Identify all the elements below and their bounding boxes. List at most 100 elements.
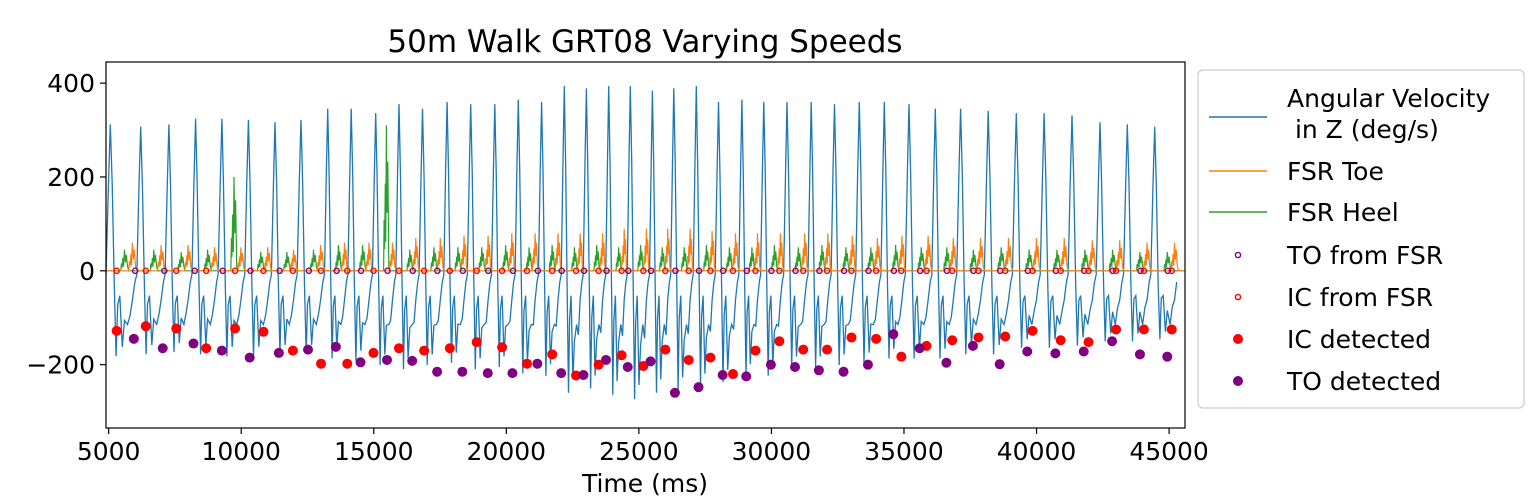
to-from-fsr-point: [409, 267, 417, 275]
ic-detected-point: [727, 369, 738, 380]
ic-from-fsr-point: [848, 267, 855, 275]
legend: Angular Velocity in Z (deg/s) FSR Toe FSR …: [1197, 69, 1525, 409]
ic-detected-point: [973, 332, 984, 343]
ic-detected-point: [316, 358, 327, 369]
legend-label: TO from FSR: [1286, 241, 1443, 270]
plot-area: [105, 61, 1186, 429]
to-detected-point: [432, 366, 443, 377]
ic-from-fsr-point: [752, 267, 759, 275]
x-tick-label: 40000: [997, 437, 1077, 466]
ic-from-fsr-point: [799, 267, 807, 275]
to-detected-point: [273, 347, 284, 358]
axes: 5000 10000 15000 20000 25000 30000 35000 40000 4…: [26, 69, 1209, 466]
ic-from-fsr-point: [113, 267, 120, 275]
ic-detected-point: [521, 358, 532, 369]
to-detected-point: [693, 382, 704, 393]
ic-detected-point: [750, 345, 761, 356]
ic-from-fsr-point: [1085, 267, 1092, 275]
to-from-fsr-point: [357, 267, 365, 275]
ic-detected-point: [616, 350, 627, 361]
to-from-fsr-point: [484, 267, 492, 275]
ic-from-fsr-point: [260, 267, 267, 275]
ic-from-fsr-point: [1001, 267, 1009, 275]
to-from-fsr-point: [191, 267, 199, 275]
ic-from-fsr-point: [776, 267, 783, 275]
ic-detected-point: [258, 326, 269, 337]
ic-from-fsr-point: [317, 267, 325, 275]
to-from-fsr-point: [131, 267, 139, 275]
to-detected-point: [1022, 346, 1033, 357]
to-from-fsr-point: [333, 267, 340, 275]
to-from-fsr-point: [840, 267, 848, 275]
angular-velocity-line: [106, 86, 1178, 400]
ic-detected-point: [798, 344, 809, 355]
ic-detected-point: [1166, 324, 1177, 335]
ic-from-fsr-point: [1140, 267, 1148, 275]
ic-detected-point: [140, 321, 151, 332]
ic-detected-point: [683, 354, 694, 365]
to-from-fsr-point: [305, 267, 313, 275]
x-tick-label: 25000: [599, 437, 679, 466]
ic-detected-point: [497, 342, 508, 353]
ic-detected-point: [660, 344, 671, 355]
to-detected-point: [407, 355, 418, 366]
legend-label: IC from FSR: [1287, 283, 1433, 312]
ic-detected-point: [896, 351, 907, 362]
legend-label: TO detected: [1286, 367, 1441, 396]
ic-from-fsr-point: [172, 267, 180, 275]
to-from-fsr-point: [558, 267, 566, 275]
to-from-fsr-point: [219, 267, 226, 275]
to-detected-point: [244, 352, 255, 363]
x-tick-label: 20000: [467, 437, 547, 466]
legend-ic_fsr-swatch: [1234, 293, 1242, 301]
ic-detected-point: [1055, 335, 1066, 346]
to-from-fsr-point: [534, 267, 542, 275]
to-from-fsr-point: [161, 267, 168, 275]
ic-from-fsr-point: [289, 267, 297, 275]
ic-from-fsr-point: [823, 267, 831, 275]
to-from-fsr-point: [580, 267, 588, 275]
ic-detected-point: [1000, 331, 1011, 342]
ic-detected-point: [1027, 325, 1038, 336]
to-from-fsr-point: [792, 267, 799, 275]
to-from-fsr-point: [624, 267, 632, 275]
to-from-fsr-point: [434, 267, 441, 275]
ic-from-fsr-point: [898, 267, 905, 275]
legend-label: in Z (deg/s): [1287, 115, 1439, 144]
to-detected-point: [862, 359, 873, 370]
legend-label: FSR Heel: [1287, 198, 1399, 227]
to-from-fsr-point: [1137, 267, 1144, 275]
ic-detected-point: [846, 332, 857, 343]
to-from-fsr-point: [695, 267, 703, 275]
ic-detected-point: [1083, 337, 1094, 348]
to-from-fsr-point: [1080, 267, 1088, 275]
ic-from-fsr-point: [231, 267, 239, 275]
ic-from-fsr-point: [707, 267, 714, 275]
ic-detected-point: [705, 352, 716, 363]
to-detected-point: [600, 354, 611, 365]
to-detected-point: [1162, 351, 1173, 362]
ic-detected-point: [393, 343, 404, 354]
legend-ic_det-swatch: [1233, 334, 1243, 344]
ic-detected-point: [1138, 324, 1149, 335]
legend-frame: [1197, 69, 1525, 409]
to-from-fsr-point: [1164, 267, 1172, 275]
ic-from-fsr-point: [729, 267, 737, 275]
to-from-fsr-point: [1109, 267, 1116, 275]
ic-detected-point: [947, 335, 958, 346]
to-detected-point: [1050, 348, 1061, 359]
ic-from-fsr-point: [370, 267, 377, 275]
y-tick-label: 200: [47, 163, 95, 192]
ic-detected-point: [571, 370, 582, 381]
ic-from-fsr-point: [420, 267, 428, 275]
ic-detected-point: [638, 361, 649, 372]
y-tick-label: 400: [47, 69, 95, 98]
chart-title: 50m Walk GRT08 Varying Speeds: [387, 24, 902, 60]
ic-from-fsr-point: [662, 267, 669, 275]
to-detected-point: [507, 368, 518, 379]
fsr-heel-line: [106, 125, 1185, 272]
ic-from-fsr-point: [1057, 267, 1064, 275]
to-detected-point: [330, 341, 341, 352]
x-tick-label: 30000: [732, 437, 812, 466]
